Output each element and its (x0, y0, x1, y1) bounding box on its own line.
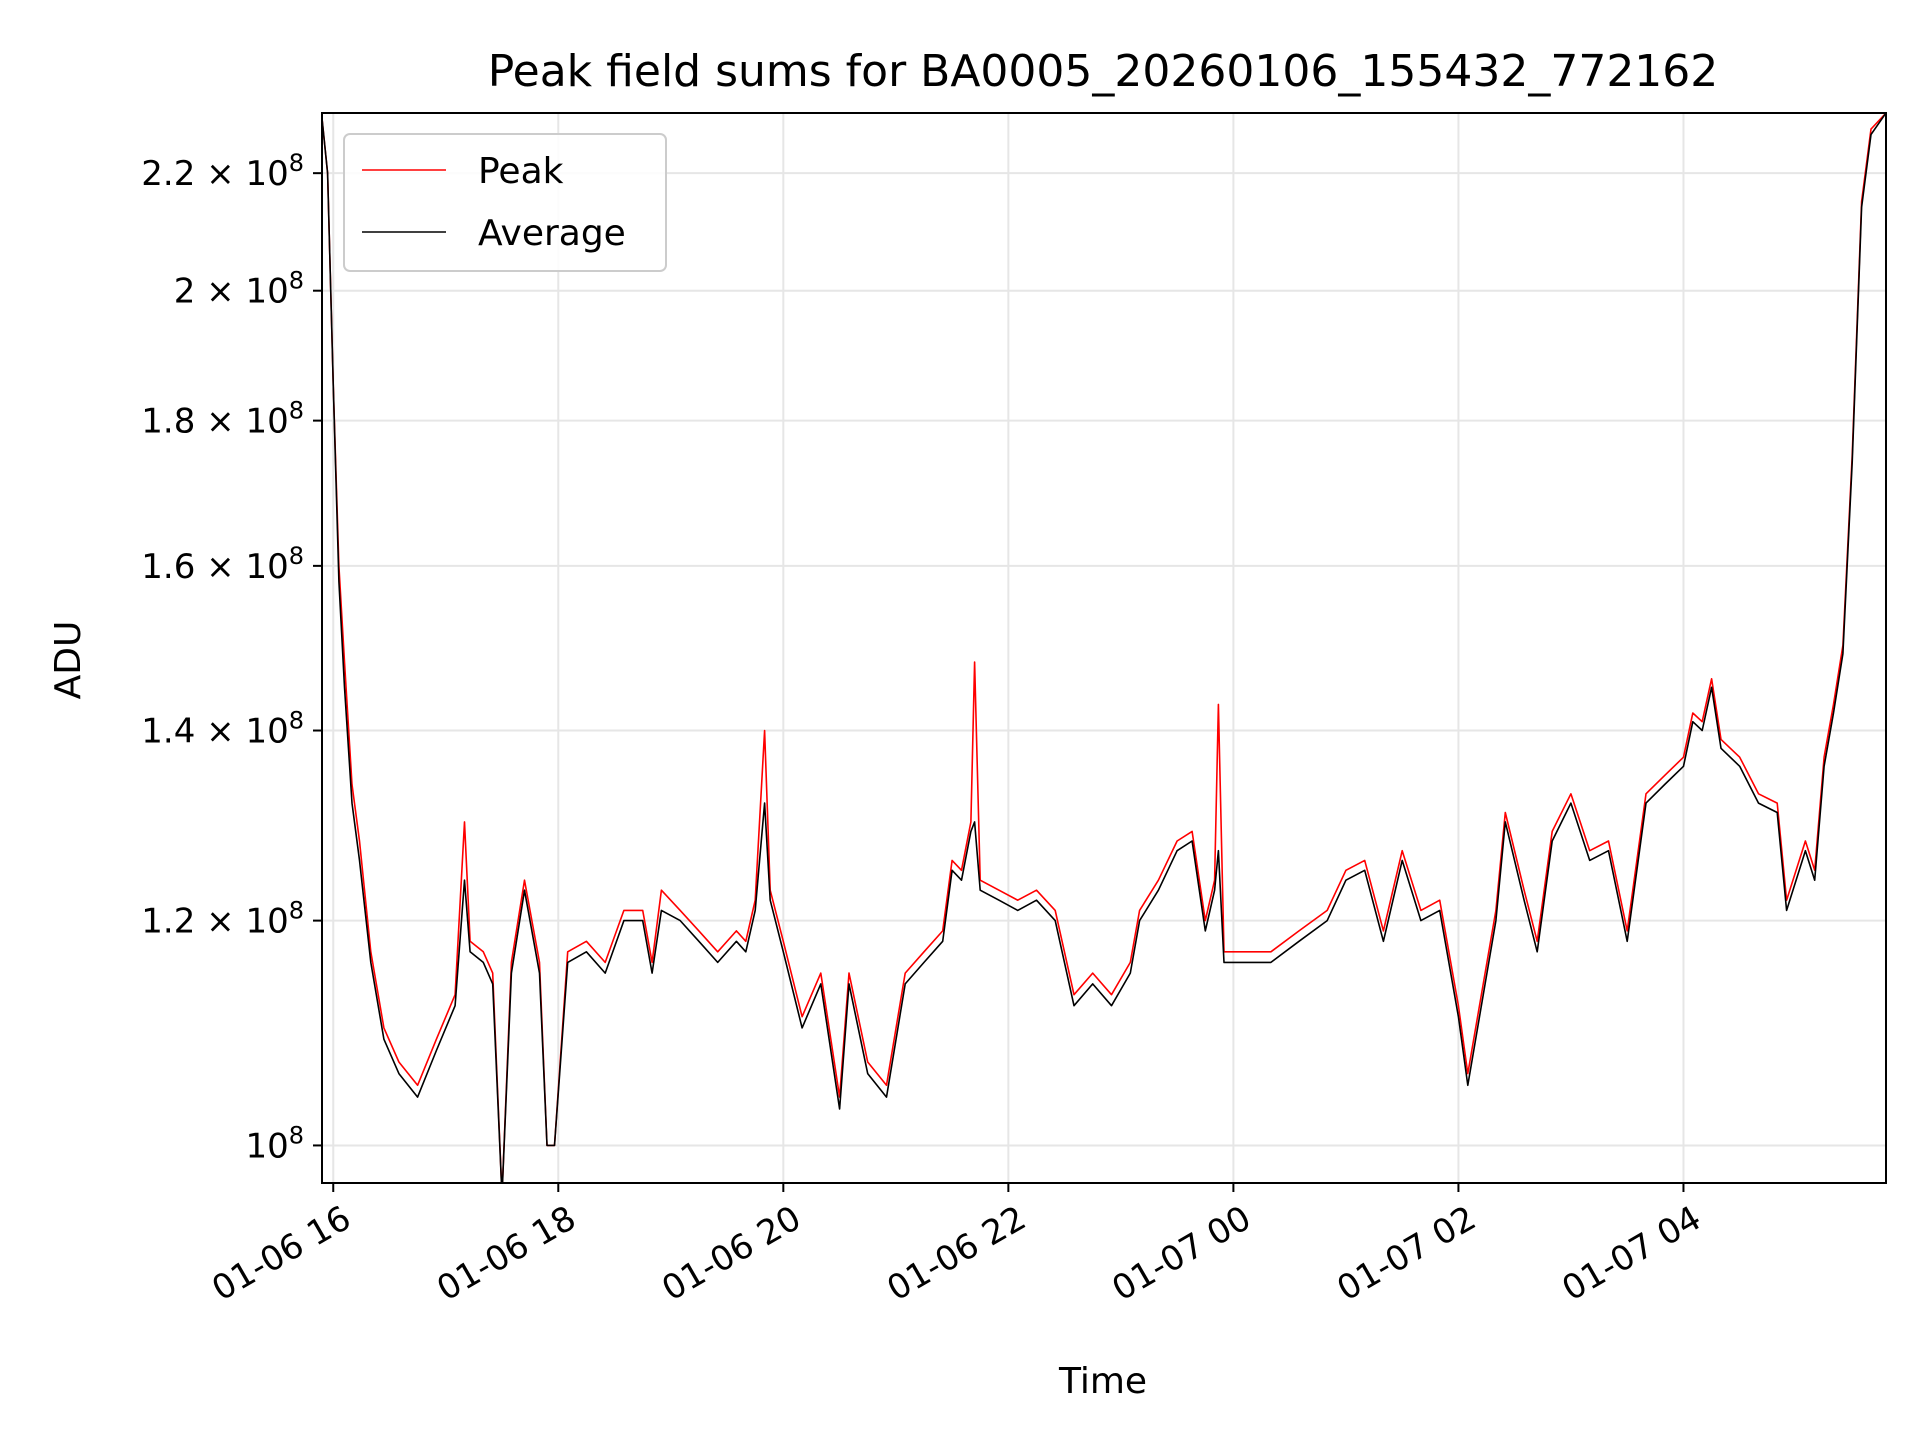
y-tick-mantissa: 10 (245, 1126, 288, 1166)
series-layer (322, 113, 1886, 1183)
y-tick-exponent: 8 (289, 707, 304, 735)
grid-layer (322, 113, 1886, 1183)
legend: Peak Average (343, 133, 667, 272)
plot-frame (321, 112, 1887, 1184)
y-tick-label: 2 × 108 (174, 267, 304, 312)
y-tick-mantissa: 2 × 10 (174, 272, 289, 312)
y-tick-mantissa: 1.8 × 10 (141, 402, 288, 442)
y-tick-mantissa: 1.4 × 10 (141, 712, 288, 752)
series-line-peak (322, 113, 1886, 1183)
series-line-average (322, 113, 1886, 1183)
chart-title: Peak field sums for BA0005_20260106_1554… (488, 46, 1719, 97)
y-tick-label: 1.8 × 108 (141, 397, 304, 442)
y-tick-exponent: 8 (289, 897, 304, 925)
y-tick-exponent: 8 (289, 397, 304, 425)
x-axis-label: Time (1058, 1361, 1147, 1402)
legend-box (343, 133, 667, 272)
y-tick-exponent: 8 (289, 1121, 304, 1149)
y-tick-label: 108 (245, 1121, 304, 1166)
y-tick-label: 1.2 × 108 (141, 897, 304, 942)
y-tick-label: 1.6 × 108 (141, 542, 304, 587)
legend-label-average: Average (478, 213, 626, 254)
y-axis-label: ADU (48, 621, 89, 700)
y-tick-label: 1.4 × 108 (141, 707, 304, 752)
series-clip-group (322, 113, 1886, 1183)
y-tick-exponent: 8 (289, 149, 304, 177)
y-tick-mantissa: 1.2 × 10 (141, 902, 288, 942)
legend-label-peak: Peak (478, 151, 564, 192)
y-tick-mantissa: 1.6 × 10 (141, 547, 288, 587)
y-tick-label: 2.2 × 108 (141, 149, 304, 194)
y-tick-exponent: 8 (289, 267, 304, 295)
y-tick-mantissa: 2.2 × 10 (141, 154, 288, 194)
y-tick-exponent: 8 (289, 542, 304, 570)
